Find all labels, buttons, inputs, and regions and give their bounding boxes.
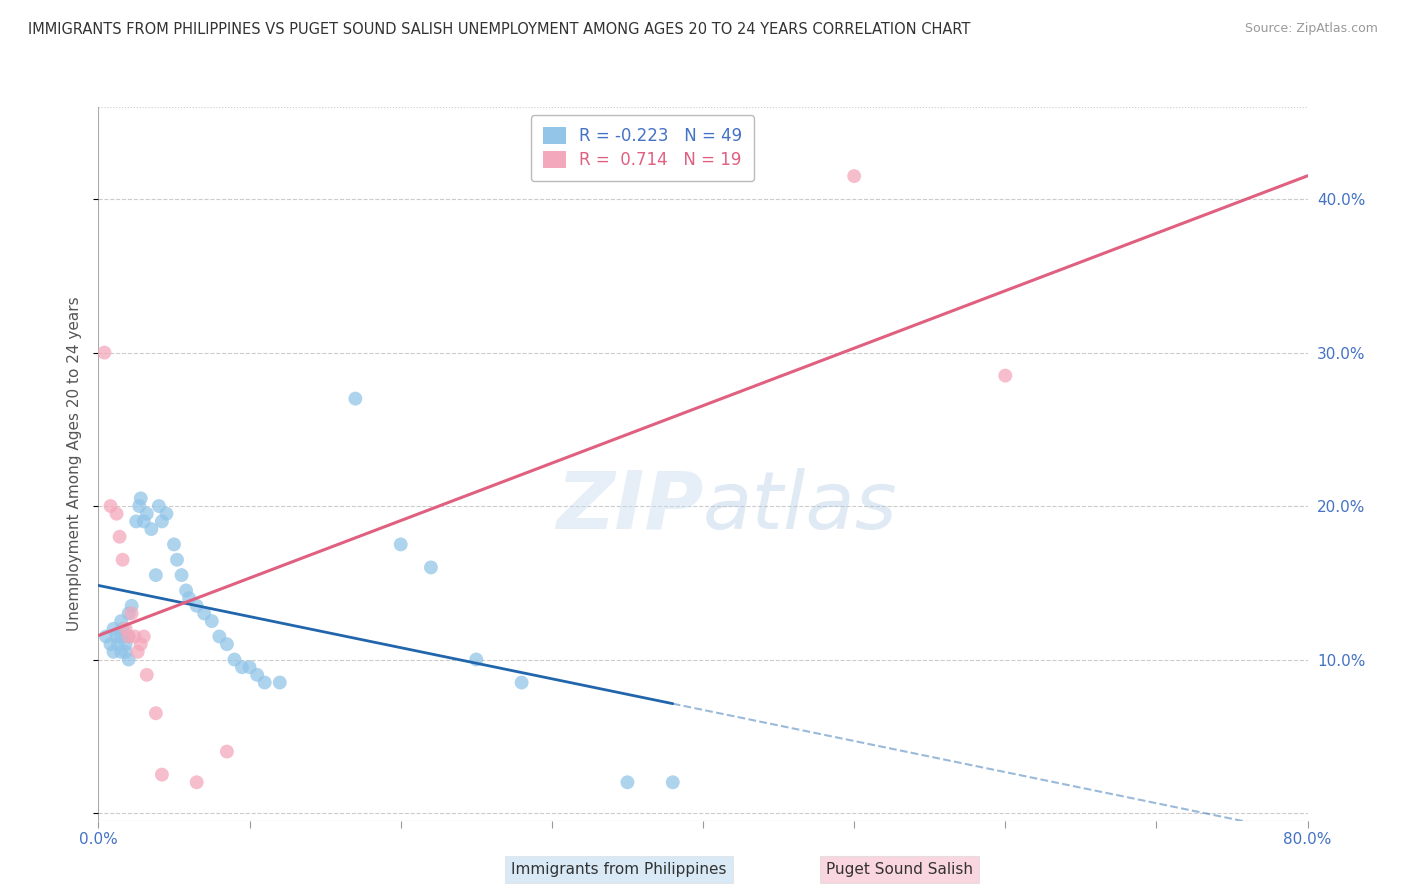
Point	[215, 637, 238, 651]
Point	[135, 507, 157, 521]
Point	[186, 599, 208, 613]
Point	[93, 345, 115, 359]
Point	[114, 622, 136, 636]
Point	[179, 591, 201, 606]
Point	[224, 652, 246, 666]
Point	[174, 583, 197, 598]
Point	[231, 660, 253, 674]
Text: ZIP: ZIP	[555, 467, 703, 546]
Text: IMMIGRANTS FROM PHILIPPINES VS PUGET SOUND SALISH UNEMPLOYMENT AMONG AGES 20 TO : IMMIGRANTS FROM PHILIPPINES VS PUGET SOU…	[28, 22, 970, 37]
Point	[125, 515, 148, 529]
Point	[186, 775, 208, 789]
Point	[163, 537, 186, 551]
Point	[145, 706, 167, 721]
Point	[124, 630, 146, 644]
Point	[994, 368, 1017, 383]
Point	[150, 767, 173, 781]
Point	[110, 614, 132, 628]
Point	[118, 630, 141, 644]
Point	[208, 630, 231, 644]
Point	[246, 668, 269, 682]
Point	[110, 645, 132, 659]
Point	[129, 491, 152, 506]
Point	[465, 652, 488, 666]
Y-axis label: Unemployment Among Ages 20 to 24 years: Unemployment Among Ages 20 to 24 years	[67, 296, 83, 632]
Point	[114, 645, 136, 659]
Point	[105, 507, 128, 521]
Point	[107, 637, 129, 651]
Point	[420, 560, 443, 574]
Point	[215, 745, 238, 759]
Point	[155, 507, 177, 521]
Point	[111, 622, 134, 636]
Point	[150, 515, 173, 529]
Point	[128, 499, 150, 513]
Point	[269, 675, 291, 690]
Point	[344, 392, 367, 406]
Point	[118, 607, 141, 621]
Point	[111, 553, 134, 567]
Point	[239, 660, 262, 674]
Legend: R = -0.223   N = 49, R =  0.714   N = 19: R = -0.223 N = 49, R = 0.714 N = 19	[531, 115, 754, 181]
Point	[94, 630, 117, 644]
Point	[108, 530, 131, 544]
Point	[118, 652, 141, 666]
Text: Source: ZipAtlas.com: Source: ZipAtlas.com	[1244, 22, 1378, 36]
Point	[141, 522, 163, 536]
Text: atlas: atlas	[703, 467, 898, 546]
Point	[170, 568, 193, 582]
Point	[132, 515, 155, 529]
Point	[100, 637, 122, 651]
Point	[510, 675, 533, 690]
Point	[132, 630, 155, 644]
Point	[616, 775, 638, 789]
Point	[253, 675, 276, 690]
Point	[103, 622, 125, 636]
Point	[103, 645, 125, 659]
Point	[193, 607, 215, 621]
Point	[662, 775, 685, 789]
Point	[105, 630, 128, 644]
Point	[127, 645, 149, 659]
Point	[145, 568, 167, 582]
Point	[201, 614, 224, 628]
Point	[148, 499, 170, 513]
Point	[121, 599, 143, 613]
Point	[129, 637, 152, 651]
Point	[114, 637, 136, 651]
Text: Immigrants from Philippines: Immigrants from Philippines	[510, 863, 727, 877]
Point	[100, 499, 122, 513]
Point	[389, 537, 412, 551]
Point	[135, 668, 157, 682]
Point	[844, 169, 866, 183]
Text: Puget Sound Salish: Puget Sound Salish	[827, 863, 973, 877]
Point	[118, 630, 141, 644]
Point	[121, 607, 143, 621]
Point	[166, 553, 188, 567]
Point	[110, 630, 132, 644]
